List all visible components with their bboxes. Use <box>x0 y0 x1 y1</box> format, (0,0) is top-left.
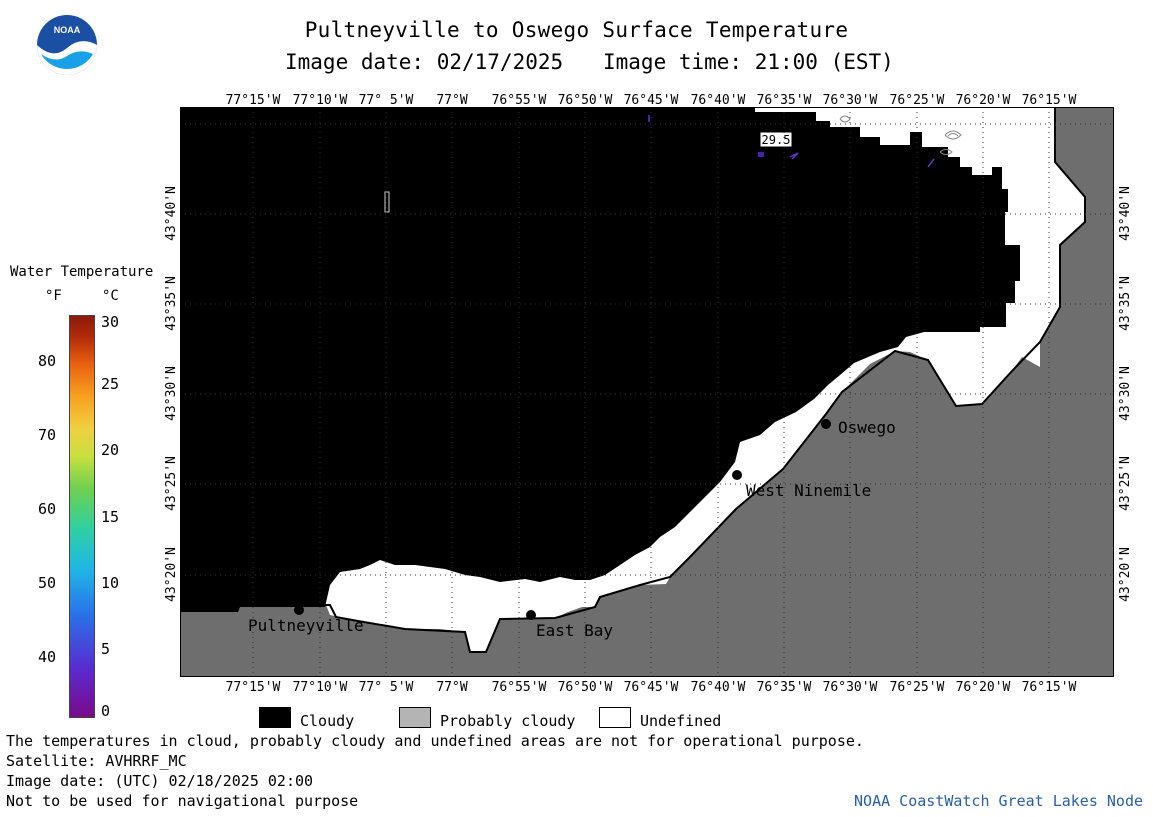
pultneyville-marker <box>294 605 304 615</box>
footer-utc-date: Image date: (UTC) 02/18/2025 02:00 <box>6 772 314 790</box>
lon-label: 76°35'W <box>756 680 812 695</box>
f-tick: 40 <box>38 648 57 666</box>
image-time: Image time: 21:00 (EST) <box>603 50 894 74</box>
c-tick: 20 <box>101 441 120 459</box>
lon-label: 76°30'W <box>822 680 878 695</box>
lon-label: 77°10'W <box>292 680 348 695</box>
undefined-key-label: Undefined <box>640 712 722 730</box>
c-tick: 10 <box>101 574 120 592</box>
cloudy-area <box>180 107 1020 612</box>
east-bay-marker <box>526 610 536 620</box>
place-label-west-ninemile: West Ninemile <box>746 481 872 500</box>
place-label-oswego: Oswego <box>838 418 896 437</box>
lon-label: 76°45'W <box>623 93 679 108</box>
lat-label: 43°40'N <box>163 186 179 241</box>
c-tick: 0 <box>101 702 111 720</box>
c-tick: 30 <box>101 313 120 331</box>
lat-label: 43°20'N <box>1117 547 1133 602</box>
lon-label: 77°15'W <box>225 680 281 695</box>
lon-label: 76°40'W <box>690 680 746 695</box>
lat-label: 43°25'N <box>163 456 179 511</box>
c-tick: 5 <box>101 640 111 658</box>
f-tick: 60 <box>38 500 57 518</box>
lon-label: 77°W <box>436 93 468 108</box>
probably-cloudy-key-label: Probably cloudy <box>440 712 576 730</box>
map-canvas: 29.5 <box>180 107 1114 677</box>
lon-label: 76°25'W <box>889 93 945 108</box>
lon-label: 76°15'W <box>1021 93 1077 108</box>
footer-nav-warning: Not to be used for navigational purpose <box>6 792 359 810</box>
lon-label: 76°20'W <box>955 93 1011 108</box>
lon-label: 76°55'W <box>491 680 547 695</box>
artifact-mark <box>384 191 390 213</box>
lat-label: 43°20'N <box>163 547 179 602</box>
lon-label: 76°15'W <box>1021 680 1077 695</box>
legend-unit-f: °F <box>45 288 62 304</box>
map-border <box>180 107 1114 677</box>
image-date: Image date: 02/17/2025 <box>285 50 564 74</box>
cloudy-swatch <box>259 707 291 728</box>
c-tick: 15 <box>101 508 120 526</box>
lat-label: 43°30'N <box>163 366 179 421</box>
place-label-east-bay: East Bay <box>536 621 614 640</box>
lon-label: 76°55'W <box>491 93 547 108</box>
map-frame: 29.5 <box>180 107 1114 677</box>
oswego-marker <box>821 419 831 429</box>
lon-label: 76°25'W <box>889 680 945 695</box>
cloudy-key-label: Cloudy <box>300 712 355 730</box>
coastline <box>180 107 1086 653</box>
footer-credit: NOAA CoastWatch Great Lakes Node <box>854 792 1143 810</box>
lon-label: 76°45'W <box>623 680 679 695</box>
legend-title: Water Temperature <box>10 264 154 280</box>
c-tick: 25 <box>101 375 120 393</box>
lon-label: 76°40'W <box>690 93 746 108</box>
lon-label: 77° 5'W <box>358 680 414 695</box>
west-ninemile-marker <box>732 470 742 480</box>
contour-line <box>939 149 953 155</box>
undefined-swatch <box>599 707 631 728</box>
lat-label: 43°30'N <box>1117 366 1133 421</box>
lon-label: 77°15'W <box>225 93 281 108</box>
lat-label: 43°25'N <box>1117 456 1133 511</box>
lon-label: 76°30'W <box>822 93 878 108</box>
footer-note: The temperatures in cloud, probably clou… <box>6 732 864 750</box>
undefined-patch <box>815 107 825 112</box>
f-tick: 50 <box>38 574 57 592</box>
f-tick: 70 <box>38 426 57 444</box>
temperature-pixel <box>648 115 650 122</box>
lat-label: 43°35'N <box>1117 276 1133 331</box>
footer-satellite: Satellite: AVHRRF_MC <box>6 752 187 770</box>
lon-label: 77° 5'W <box>358 93 414 108</box>
lon-label: 77°W <box>436 680 468 695</box>
lon-label: 76°50'W <box>557 93 613 108</box>
f-tick: 80 <box>38 352 57 370</box>
lat-label: 43°35'N <box>163 276 179 331</box>
graticule <box>180 107 1114 677</box>
contour-label: 29.5 <box>762 133 791 147</box>
map-title: Pultneyville to Oswego Surface Temperatu… <box>304 18 849 42</box>
contour-label-box <box>759 131 793 148</box>
legend-unit-c: °C <box>102 288 119 304</box>
color-scale-bar <box>69 315 95 718</box>
noaa-logo: NOAA <box>35 14 99 76</box>
temperature-pixel <box>758 152 764 157</box>
place-label-pultneyville: Pultneyville <box>248 616 364 635</box>
lon-label: 76°50'W <box>557 680 613 695</box>
temperature-pixel <box>789 152 799 160</box>
temperature-pixel <box>927 158 935 168</box>
svg-text:NOAA: NOAA <box>54 25 81 35</box>
contour-line <box>839 115 851 123</box>
probably-cloudy-swatch <box>399 707 431 728</box>
contour-line <box>944 130 962 140</box>
lat-label: 43°40'N <box>1117 186 1133 241</box>
lon-label: 77°10'W <box>292 93 348 108</box>
lon-label: 76°35'W <box>756 93 812 108</box>
lon-label: 76°20'W <box>955 680 1011 695</box>
